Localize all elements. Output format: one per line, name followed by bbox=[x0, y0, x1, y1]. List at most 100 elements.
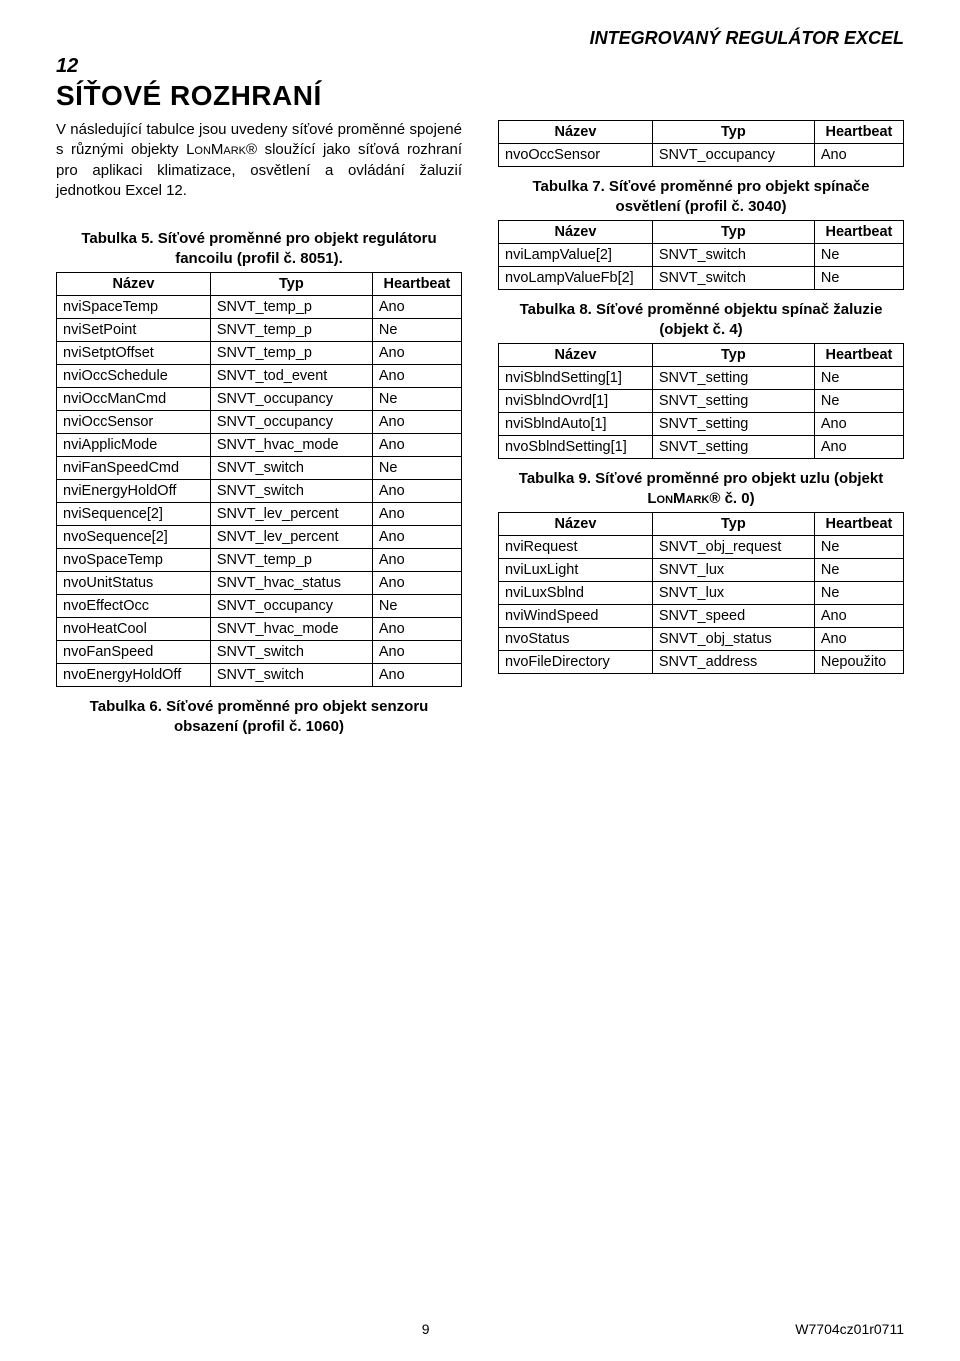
col-heartbeat: Heartbeat bbox=[814, 221, 903, 244]
table8-caption: Tabulka 8. Síťové proměnné objektu spína… bbox=[498, 300, 904, 339]
section-title: SÍŤOVÉ ROZHRANÍ bbox=[56, 80, 904, 112]
table-row: nvoEffectOccSNVT_occupancyNe bbox=[57, 595, 462, 618]
table-cell: SNVT_switch bbox=[652, 267, 814, 290]
table-cell: SNVT_temp_p bbox=[210, 319, 372, 342]
table-cell: Ne bbox=[814, 582, 903, 605]
table7-caption: Tabulka 7. Síťové proměnné pro objekt sp… bbox=[498, 177, 904, 216]
table-cell: SNVT_tod_event bbox=[210, 365, 372, 388]
intro-lonmark: LonMark bbox=[186, 141, 246, 158]
table7-body: nviLampValue[2]SNVT_switchNenvoLampValue… bbox=[499, 244, 904, 290]
table-cell: SNVT_occupancy bbox=[210, 388, 372, 411]
table-cell: SNVT_setting bbox=[652, 390, 814, 413]
table-row: nvoStatusSNVT_obj_statusAno bbox=[499, 628, 904, 651]
table-header-row: Název Typ Heartbeat bbox=[57, 273, 462, 296]
table-cell: nviSetPoint bbox=[57, 319, 211, 342]
table-cell: nviSequence[2] bbox=[57, 503, 211, 526]
table-cell: nviSblndSetting[1] bbox=[499, 367, 653, 390]
table-header-row: Název Typ Heartbeat bbox=[499, 513, 904, 536]
table-row: nvoSblndSetting[1]SNVT_settingAno bbox=[499, 436, 904, 459]
col-heartbeat: Heartbeat bbox=[814, 121, 903, 144]
table-header-row: Název Typ Heartbeat bbox=[499, 344, 904, 367]
table-row: nvoUnitStatusSNVT_hvac_statusAno bbox=[57, 572, 462, 595]
table-cell: SNVT_switch bbox=[210, 480, 372, 503]
table-cell: SNVT_lux bbox=[652, 559, 814, 582]
table-cell: nviSetptOffset bbox=[57, 342, 211, 365]
table6-body: nvoOccSensorSNVT_occupancyAno bbox=[499, 144, 904, 167]
col-heartbeat: Heartbeat bbox=[814, 513, 903, 536]
table-cell: Ano bbox=[814, 144, 903, 167]
table-row: nvoFileDirectorySNVT_addressNepoužito bbox=[499, 651, 904, 674]
table-cell: SNVT_lux bbox=[652, 582, 814, 605]
table-cell: SNVT_occupancy bbox=[652, 144, 814, 167]
table-cell: Ne bbox=[372, 457, 461, 480]
table5-caption: Tabulka 5. Síťové proměnné pro objekt re… bbox=[56, 229, 462, 268]
table-cell: nviSpaceTemp bbox=[57, 296, 211, 319]
table-cell: Ano bbox=[814, 436, 903, 459]
content-columns: V následující tabulce jsou uvedeny síťov… bbox=[56, 120, 904, 740]
table-cell: SNVT_switch bbox=[652, 244, 814, 267]
table-cell: nvoEnergyHoldOff bbox=[57, 664, 211, 687]
page-footer: 9 W7704cz01r0711 bbox=[56, 1321, 904, 1337]
table9: Název Typ Heartbeat nviRequestSNVT_obj_r… bbox=[498, 512, 904, 674]
table-row: nviLampValue[2]SNVT_switchNe bbox=[499, 244, 904, 267]
table-cell: nviSblndAuto[1] bbox=[499, 413, 653, 436]
table-cell: SNVT_obj_status bbox=[652, 628, 814, 651]
table-row: nviSblndSetting[1]SNVT_settingNe bbox=[499, 367, 904, 390]
table-header-row: Název Typ Heartbeat bbox=[499, 121, 904, 144]
table-row: nviSequence[2]SNVT_lev_percentAno bbox=[57, 503, 462, 526]
table-cell: Ano bbox=[372, 503, 461, 526]
col-type: Typ bbox=[652, 221, 814, 244]
table-cell: Ne bbox=[814, 367, 903, 390]
table-cell: nvoSpaceTemp bbox=[57, 549, 211, 572]
col-name: Název bbox=[499, 221, 653, 244]
table-cell: Ano bbox=[372, 549, 461, 572]
table-cell: SNVT_switch bbox=[210, 457, 372, 480]
table-cell: nviOccManCmd bbox=[57, 388, 211, 411]
table-cell: nvoUnitStatus bbox=[57, 572, 211, 595]
col-type: Typ bbox=[210, 273, 372, 296]
table-cell: nvoHeatCool bbox=[57, 618, 211, 641]
table-cell: nviLampValue[2] bbox=[499, 244, 653, 267]
table-cell: Ano bbox=[372, 296, 461, 319]
table-cell: nviLuxSblnd bbox=[499, 582, 653, 605]
table-cell: Ne bbox=[814, 559, 903, 582]
document-header: INTEGROVANÝ REGULÁTOR EXCEL bbox=[56, 28, 904, 49]
table-row: nviSetPointSNVT_temp_pNe bbox=[57, 319, 462, 342]
table-cell: nviWindSpeed bbox=[499, 605, 653, 628]
col-type: Typ bbox=[652, 344, 814, 367]
footer-page-number: 9 bbox=[422, 1321, 430, 1337]
table9-caption-lonmark: LonMark bbox=[647, 490, 709, 507]
table-cell: SNVT_occupancy bbox=[210, 595, 372, 618]
table-row: nviLuxLightSNVT_luxNe bbox=[499, 559, 904, 582]
table-cell: SNVT_setting bbox=[652, 367, 814, 390]
table9-caption-pre: Tabulka 9. Síťové proměnné pro objekt uz… bbox=[519, 470, 883, 487]
col-type: Typ bbox=[652, 513, 814, 536]
table8-body: nviSblndSetting[1]SNVT_settingNenviSblnd… bbox=[499, 367, 904, 459]
table-row: nvoOccSensorSNVT_occupancyAno bbox=[499, 144, 904, 167]
table-cell: nvoOccSensor bbox=[499, 144, 653, 167]
table-cell: Ano bbox=[372, 618, 461, 641]
table-cell: SNVT_temp_p bbox=[210, 296, 372, 319]
table-cell: nvoEffectOcc bbox=[57, 595, 211, 618]
table-row: nviOccManCmdSNVT_occupancyNe bbox=[57, 388, 462, 411]
intro-paragraph: V následující tabulce jsou uvedeny síťov… bbox=[56, 120, 462, 201]
table-row: nvoEnergyHoldOffSNVT_switchAno bbox=[57, 664, 462, 687]
table-cell: SNVT_address bbox=[652, 651, 814, 674]
table-cell: SNVT_temp_p bbox=[210, 342, 372, 365]
col-heartbeat: Heartbeat bbox=[814, 344, 903, 367]
col-name: Název bbox=[57, 273, 211, 296]
table-cell: SNVT_lev_percent bbox=[210, 526, 372, 549]
col-type: Typ bbox=[652, 121, 814, 144]
table-row: nviSetptOffsetSNVT_temp_pAno bbox=[57, 342, 462, 365]
table-cell: Ano bbox=[372, 365, 461, 388]
table-cell: Ano bbox=[372, 572, 461, 595]
table-row: nviEnergyHoldOffSNVT_switchAno bbox=[57, 480, 462, 503]
table6: Název Typ Heartbeat nvoOccSensorSNVT_occ… bbox=[498, 120, 904, 167]
table-cell: Ne bbox=[814, 244, 903, 267]
table-row: nviSblndAuto[1]SNVT_settingAno bbox=[499, 413, 904, 436]
table-cell: nviSblndOvrd[1] bbox=[499, 390, 653, 413]
table-row: nvoSequence[2]SNVT_lev_percentAno bbox=[57, 526, 462, 549]
table9-caption: Tabulka 9. Síťové proměnné pro objekt uz… bbox=[498, 469, 904, 508]
table-cell: SNVT_switch bbox=[210, 664, 372, 687]
section-number: 12 bbox=[56, 55, 904, 78]
